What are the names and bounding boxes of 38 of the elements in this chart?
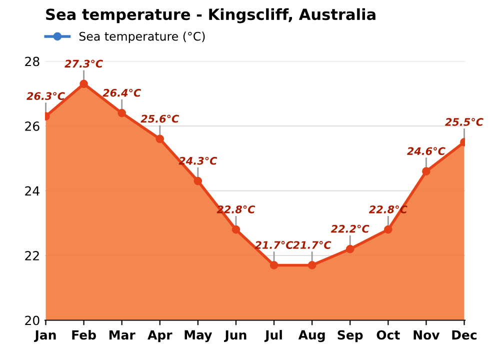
data-label: 27.3°C: [64, 60, 103, 68]
y-tick-label: 22: [25, 250, 39, 260]
y-tick-label: 26: [25, 121, 40, 131]
point: [308, 261, 316, 270]
x-tick-label: Jul: [264, 330, 282, 342]
point: [270, 261, 278, 270]
x-tick-label: Jan: [34, 330, 56, 342]
data-label: 25.5°C: [445, 118, 484, 126]
data-label: 26.3°C: [26, 92, 65, 100]
x-tick-label: Jun: [224, 330, 246, 342]
data-label: 24.6°C: [407, 147, 446, 156]
x-tick-label: Sep: [338, 330, 363, 342]
x-tick-label: May: [184, 330, 212, 342]
point: [118, 108, 126, 118]
x-tick-label: Mar: [109, 330, 136, 340]
text: Sea temperature (°C): [79, 32, 205, 44]
point: [194, 176, 202, 186]
data-label: 21.7°C: [292, 241, 332, 249]
x-tick-label: Aug: [298, 330, 325, 342]
x-tick-label: Dec: [452, 330, 477, 340]
y-tick-label: 28: [25, 56, 40, 66]
point: [232, 225, 240, 234]
point: [80, 80, 88, 88]
y-tick-label: 24: [25, 186, 40, 196]
point: [346, 244, 354, 254]
x-tick-label: Feb: [72, 330, 96, 340]
data-label: 22.2°C: [330, 224, 370, 233]
x-tick-label: Nov: [414, 330, 440, 340]
data-label: 25.6°C: [140, 114, 180, 123]
x-tick-label: Oct: [376, 330, 400, 340]
x-tick-label: Apr: [148, 330, 172, 342]
data-label: 21.7°C: [254, 241, 294, 249]
point: [422, 167, 430, 176]
point: [384, 225, 392, 234]
chart-title: Sea temperature - Kingscliff, Australia: [46, 8, 376, 24]
point: [156, 134, 164, 144]
data-label: 26.4°C: [102, 88, 142, 97]
y-tick-label: 20: [25, 316, 40, 326]
